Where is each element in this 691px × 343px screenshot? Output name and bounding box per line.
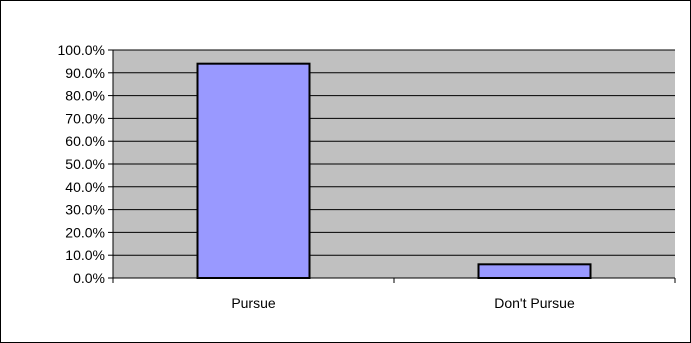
y-tick-label: 70.0% bbox=[65, 110, 105, 126]
x-axis-category-labels: Pursue Don't Pursue bbox=[231, 295, 575, 311]
y-tick-label: 90.0% bbox=[65, 65, 105, 81]
bar-don-t-pursue bbox=[477, 263, 592, 280]
y-tick-label: 100.0% bbox=[58, 42, 105, 58]
y-tick-label: 40.0% bbox=[65, 179, 105, 195]
x-category-label: Pursue bbox=[231, 295, 276, 311]
y-tick-label: 10.0% bbox=[65, 247, 105, 263]
y-tick-label: 50.0% bbox=[65, 156, 105, 172]
y-tick-label: 60.0% bbox=[65, 133, 105, 149]
y-tick-label: 20.0% bbox=[65, 224, 105, 240]
y-tick-label: 80.0% bbox=[65, 88, 105, 104]
axes bbox=[108, 49, 676, 283]
bars bbox=[196, 62, 592, 280]
y-axis-tick-labels: 0.0% 10.0% 20.0% 30.0% 40.0% 50.0% 60.0% 70.0% 8… bbox=[58, 42, 105, 286]
y-tick-label: 0.0% bbox=[73, 270, 105, 286]
bar-pursue bbox=[196, 62, 311, 280]
y-tick-label: 30.0% bbox=[65, 202, 105, 218]
x-category-label: Don't Pursue bbox=[494, 295, 575, 311]
